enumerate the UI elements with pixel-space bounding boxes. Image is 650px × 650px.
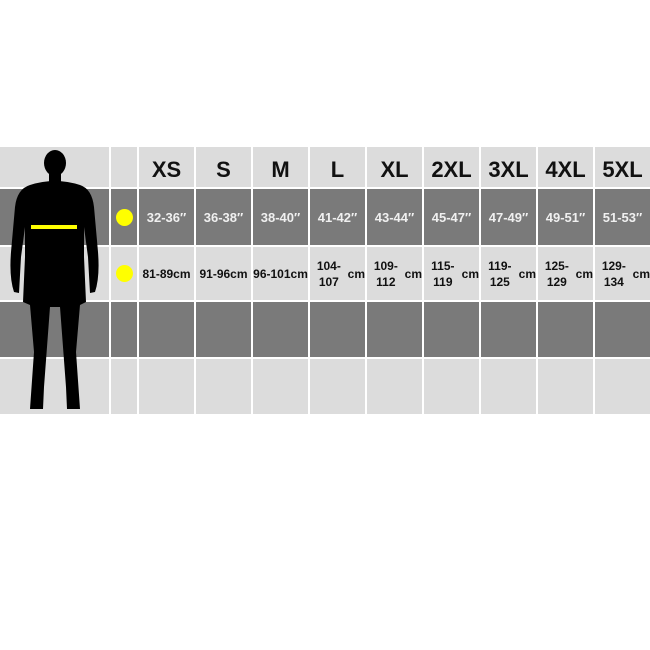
- figure-cell: [0, 302, 109, 357]
- size-header: S: [196, 147, 251, 187]
- cm-unit: cm: [404, 266, 422, 281]
- size-cell: [139, 302, 194, 357]
- cm-value: 91-96: [199, 266, 231, 281]
- size-cell: [481, 302, 536, 357]
- chest-inches: 45-47″: [424, 189, 479, 245]
- size-cell: [310, 302, 365, 357]
- chest-inches: 49-51″: [538, 189, 593, 245]
- size-cell: [253, 359, 308, 414]
- chest-cm: 109-112 cm: [367, 247, 422, 300]
- marker-cell: [111, 189, 137, 245]
- yellow-dot-icon: [115, 208, 133, 226]
- marker-cell: [111, 247, 137, 300]
- size-header: 5XL: [595, 147, 650, 187]
- cm-unit: cm: [347, 266, 365, 281]
- size-header: L: [310, 147, 365, 187]
- marker-cell: [111, 147, 137, 187]
- marker-cell: [111, 359, 137, 414]
- chest-inches: 43-44″: [367, 189, 422, 245]
- chest-cm: 104-107 cm: [310, 247, 365, 300]
- size-chart-table: XS S M L XL 2XL 3XL 4XL 5XL 32-36″ 36-38″ 38-40″ 41-…: [0, 147, 650, 414]
- cm-value: 109-112: [373, 258, 398, 289]
- cm-unit: cm: [518, 266, 536, 281]
- cm-value: 125-129: [544, 258, 569, 289]
- cm-unit: cm: [632, 266, 650, 281]
- cm-unit: cm: [575, 266, 593, 281]
- chest-cm: 91-96 cm: [196, 247, 251, 300]
- chest-cm: 81-89 cm: [139, 247, 194, 300]
- size-cell: [538, 359, 593, 414]
- chest-inches: 51-53″: [595, 189, 650, 245]
- yellow-dot-icon: [115, 265, 133, 282]
- cm-value: 129-134: [601, 258, 626, 289]
- chest-inches: 47-49″: [481, 189, 536, 245]
- size-cell: [310, 359, 365, 414]
- size-cell: [139, 359, 194, 414]
- size-header: 3XL: [481, 147, 536, 187]
- chest-measure-line: [31, 225, 77, 229]
- figure-cell: [0, 359, 109, 414]
- size-header: XL: [367, 147, 422, 187]
- cm-value: 96-101: [253, 266, 291, 281]
- size-cell: [367, 359, 422, 414]
- size-cell: [424, 359, 479, 414]
- cm-value: 115-119: [431, 258, 455, 289]
- size-cell: [196, 302, 251, 357]
- chest-inches: 41-42″: [310, 189, 365, 245]
- chest-inches: 32-36″: [139, 189, 194, 245]
- size-cell: [424, 302, 479, 357]
- chest-inches: 38-40″: [253, 189, 308, 245]
- cm-unit: cm: [290, 266, 308, 281]
- size-cell: [253, 302, 308, 357]
- size-header: M: [253, 147, 308, 187]
- chest-inches: 36-38″: [196, 189, 251, 245]
- chest-cm: 129-134 cm: [595, 247, 650, 300]
- size-cell: [481, 359, 536, 414]
- chest-cm: 115-119 cm: [424, 247, 479, 300]
- chest-cm: 96-101 cm: [253, 247, 308, 300]
- chest-cm: 125-129 cm: [538, 247, 593, 300]
- size-header: XS: [139, 147, 194, 187]
- size-cell: [367, 302, 422, 357]
- size-cell: [595, 359, 650, 414]
- marker-cell: [111, 302, 137, 357]
- male-silhouette-icon: [10, 150, 99, 409]
- cm-value: 81-89: [142, 266, 174, 281]
- size-cell: [538, 302, 593, 357]
- size-cell: [196, 359, 251, 414]
- cm-unit: cm: [230, 266, 248, 281]
- size-header: 4XL: [538, 147, 593, 187]
- size-cell: [595, 302, 650, 357]
- cm-value: 119-125: [488, 258, 512, 289]
- cm-unit: cm: [173, 266, 191, 281]
- cm-value: 104-107: [316, 258, 341, 289]
- size-header: 2XL: [424, 147, 479, 187]
- chest-cm: 119-125 cm: [481, 247, 536, 300]
- cm-unit: cm: [461, 266, 479, 281]
